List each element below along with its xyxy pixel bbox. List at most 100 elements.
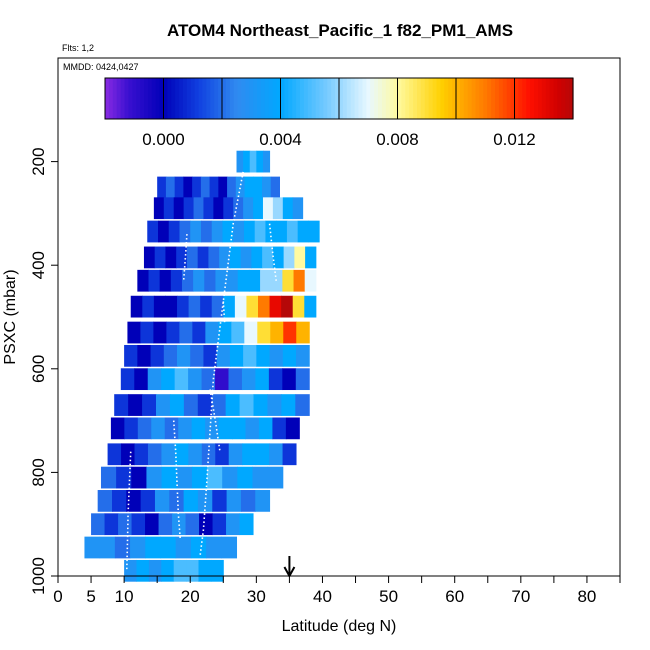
colorbar-segment (557, 78, 562, 119)
heatmap-cell (197, 246, 209, 269)
colorbar-segment (179, 78, 184, 119)
heatmap-cell (153, 295, 166, 318)
heatmap-cell (181, 269, 194, 292)
heatmap-cell (173, 197, 185, 220)
colorbar-segment (276, 78, 282, 119)
heatmap-cell (262, 150, 271, 173)
heatmap-cell (227, 176, 237, 199)
colorbar-segment (284, 78, 289, 119)
y-tick-label: 800 (29, 458, 48, 486)
heatmap-cell (222, 466, 238, 489)
colorbar-segment (206, 78, 211, 119)
heatmap-cell (267, 394, 282, 416)
heatmap-cell (292, 295, 305, 318)
heatmap-cell (191, 466, 208, 489)
heatmap-cell (222, 220, 234, 243)
colorbar-segment (471, 78, 477, 119)
heatmap-cell (131, 513, 146, 536)
heatmap-cell (272, 417, 287, 440)
heatmap-cell (200, 220, 213, 243)
heatmap-cell (282, 368, 297, 391)
colorbar-segment (436, 78, 441, 119)
x-tick-label: 80 (577, 587, 596, 606)
heatmap-cell (190, 344, 204, 367)
heatmap-cell (241, 368, 256, 391)
flight-track (209, 389, 221, 452)
heatmap-cell (192, 321, 206, 344)
heatmap-cell (215, 443, 230, 466)
heatmap-cell (212, 513, 227, 536)
heatmap-cell (193, 269, 205, 292)
heatmap-cell (297, 220, 309, 243)
heatmap-cell (190, 536, 207, 559)
heatmap-cell (211, 295, 224, 318)
heatmap-cell (155, 394, 171, 416)
heatmap-cell (131, 466, 147, 489)
heatmap-cell (243, 197, 254, 220)
heatmap-cell (168, 220, 180, 243)
colorbar-segment (323, 78, 328, 119)
x-tick-label: 70 (511, 587, 530, 606)
heatmap-cell (211, 394, 227, 416)
heatmap-cell (142, 295, 155, 318)
colorbar-segment (132, 78, 137, 119)
x-tick-label: 50 (379, 587, 398, 606)
heatmap-cell (199, 513, 214, 536)
heatmap-cell (157, 176, 167, 199)
heatmap-cell (204, 269, 216, 292)
colorbar-segment (315, 78, 321, 119)
colorbar-segment (105, 78, 110, 119)
colorbar-segment (327, 78, 332, 119)
arrow-marker (283, 556, 296, 579)
heatmap-cell (145, 513, 160, 536)
heatmap-cell (174, 368, 189, 391)
colorbar-segment (163, 78, 168, 119)
colorbar-segment (370, 78, 375, 119)
y-tick-label: 200 (29, 147, 48, 175)
colorbar-segment (354, 78, 360, 119)
heatmap-cell (268, 368, 283, 391)
colorbar-segment (561, 78, 566, 119)
heatmap-cell (179, 321, 193, 344)
colorbar-segment (405, 78, 410, 119)
colorbar-segment (467, 78, 473, 119)
colorbar-segment (428, 78, 434, 119)
colorbar-segment (147, 78, 153, 119)
heatmap-cell (137, 417, 152, 440)
heatmap-cell (232, 417, 246, 440)
y-axis: 200 400 600 800 1000 (29, 147, 58, 595)
heatmap-cell (296, 321, 310, 344)
heatmap-cell (178, 417, 193, 440)
heatmap-cell (269, 344, 284, 367)
heatmap-cell (270, 321, 284, 344)
colorbar-segment (237, 78, 243, 119)
heatmap-cell (200, 176, 211, 199)
colorbar-segment (518, 78, 523, 119)
heatmap-cell (258, 417, 273, 440)
heatmap-cell (237, 466, 253, 489)
colorbar-segment (510, 78, 516, 119)
colorbar-segment (124, 78, 129, 119)
heatmap-cell (304, 295, 317, 318)
colorbar-segment (245, 78, 250, 119)
heatmap-cell (146, 466, 163, 489)
heatmap-cell (183, 490, 199, 512)
colorbar-tick-labels: 0.000 0.004 0.008 0.012 (142, 130, 536, 149)
heatmap-cell (172, 513, 187, 536)
heatmap-cell (186, 559, 199, 582)
heatmap-cell (258, 295, 271, 318)
heatmap-cell (201, 368, 216, 391)
heatmap-cell (295, 394, 310, 416)
heatmap-cell (267, 466, 284, 489)
colorbar-segment (210, 78, 215, 119)
heatmap-cell (260, 269, 272, 292)
colorbar-segment (249, 78, 254, 119)
heatmap-cell (269, 295, 282, 318)
heatmap-cell (116, 466, 132, 489)
heatmap-cell (245, 417, 260, 440)
heatmap-cell (145, 536, 161, 559)
heatmap-cell (192, 176, 202, 199)
heatmap-cell (237, 269, 250, 292)
y-tick-label: 400 (29, 251, 48, 279)
chart-title: ATOM4 Northeast_Pacific_1 f82_PM1_AMS (167, 21, 513, 40)
